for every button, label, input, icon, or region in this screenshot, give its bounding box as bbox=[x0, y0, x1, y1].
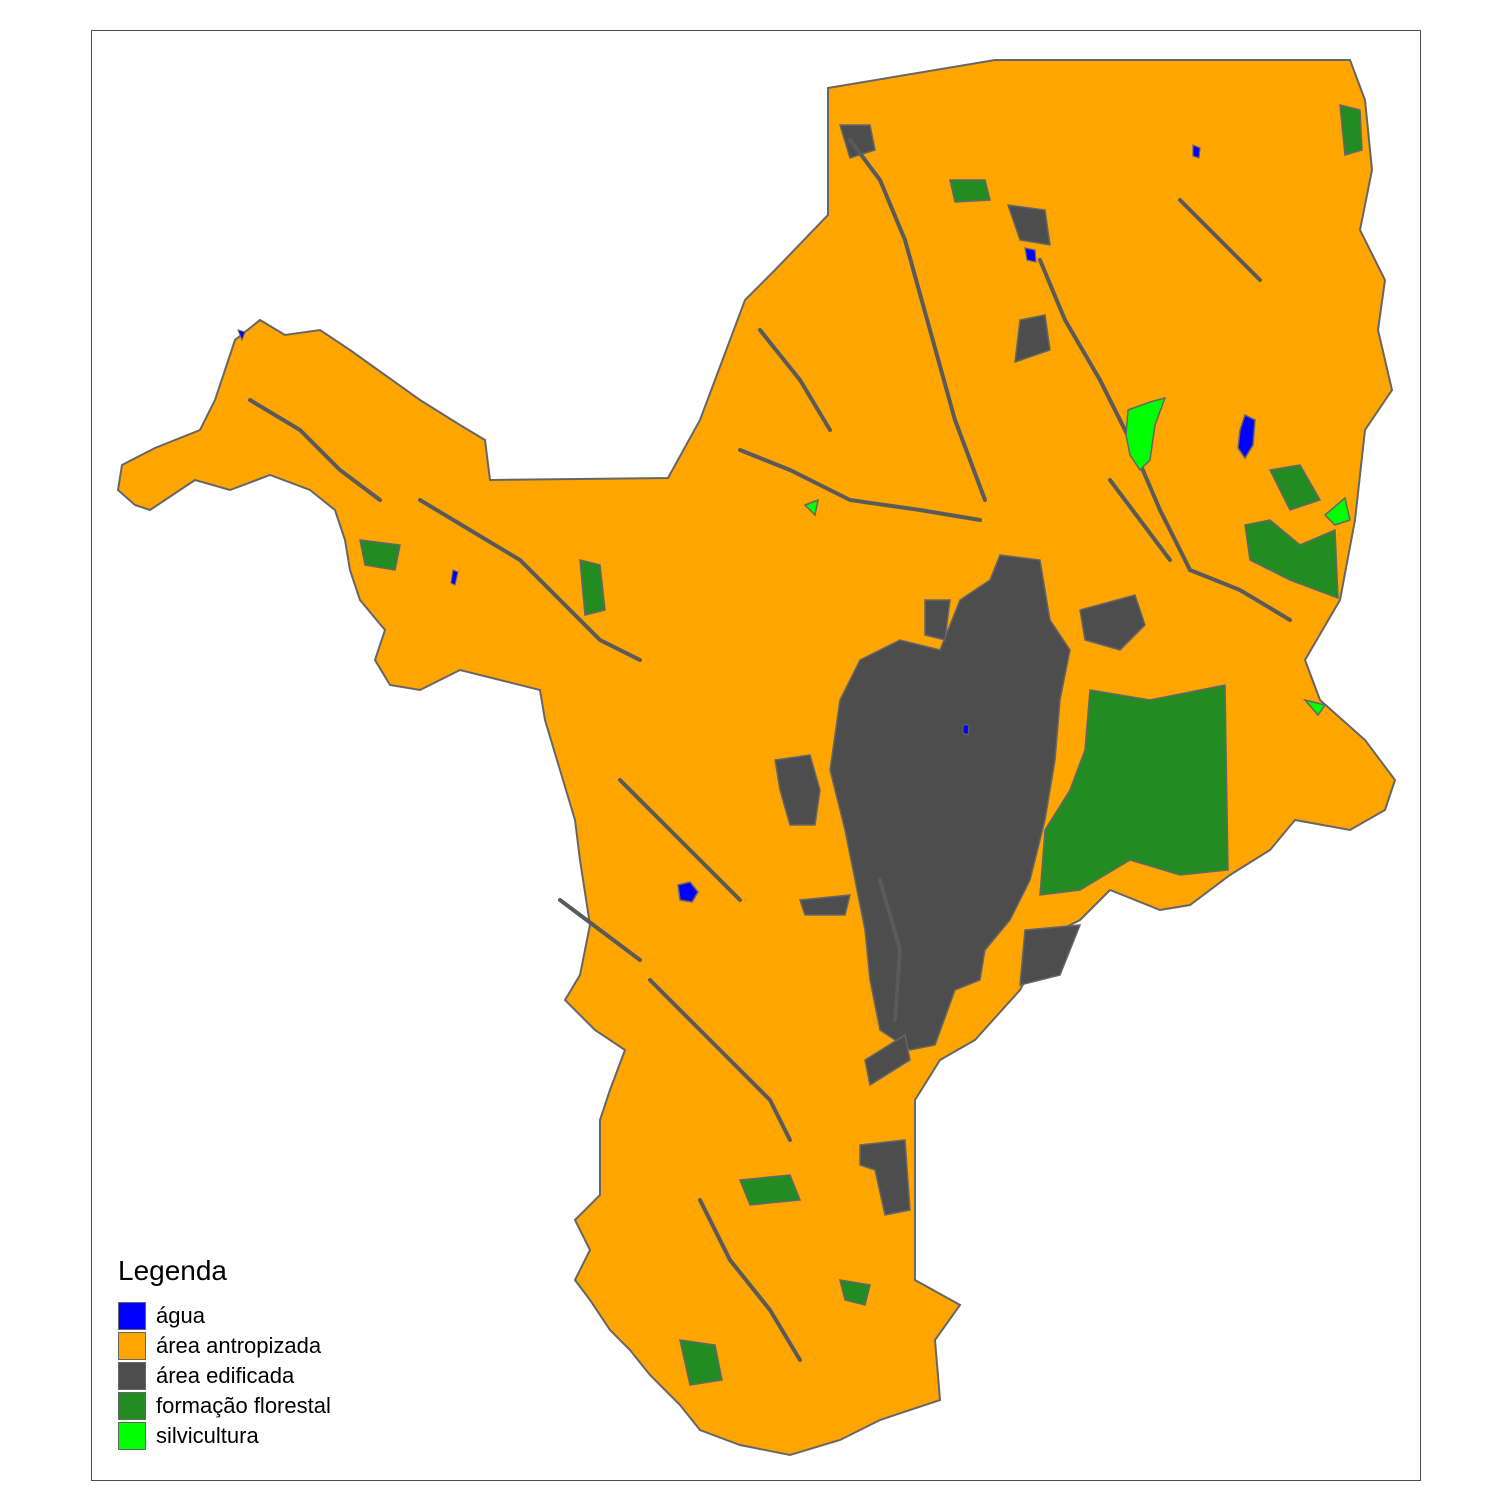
legend-label: formação florestal bbox=[156, 1393, 331, 1418]
legend-swatch bbox=[118, 1392, 146, 1420]
urban-patch bbox=[864, 1033, 911, 1087]
urban-patch bbox=[859, 1139, 911, 1216]
water-body bbox=[1024, 247, 1037, 263]
legend-item-silvicultura: silvicultura bbox=[118, 1421, 331, 1451]
urban-patch bbox=[924, 599, 951, 641]
silviculture-patch bbox=[1323, 496, 1351, 526]
forest-patch bbox=[359, 539, 401, 571]
urban-patch bbox=[1019, 924, 1082, 986]
legend-title: Legenda bbox=[118, 1255, 228, 1286]
linear-features bbox=[248, 138, 1292, 1362]
forest-patch bbox=[1244, 519, 1339, 600]
water-body bbox=[962, 724, 970, 736]
map-frame bbox=[91, 30, 1421, 1481]
water-body bbox=[1192, 144, 1201, 159]
urban-patch bbox=[1014, 314, 1051, 364]
forest-patch bbox=[579, 559, 606, 616]
forest-patch bbox=[949, 179, 991, 203]
legend-item-agua: água bbox=[118, 1301, 331, 1331]
municipality-boundary bbox=[116, 59, 1397, 1457]
water-body bbox=[677, 881, 699, 903]
urban-patch bbox=[1079, 594, 1146, 651]
legend: Legenda água área antropizada área edifi… bbox=[118, 1255, 331, 1451]
urban-patch bbox=[838, 124, 876, 159]
urban-patch bbox=[1006, 204, 1051, 246]
legend-item-florestal: formação florestal bbox=[118, 1391, 331, 1421]
legend-label: área antropizada bbox=[156, 1333, 322, 1358]
forest-patch bbox=[1268, 464, 1322, 511]
urban-patch bbox=[774, 754, 821, 826]
legend-swatch bbox=[118, 1362, 146, 1390]
water-body bbox=[237, 329, 246, 342]
silviculture-patch bbox=[1302, 698, 1327, 717]
water-body bbox=[1237, 413, 1256, 460]
silviculture-patch bbox=[1125, 396, 1167, 472]
forest-patch bbox=[679, 1339, 723, 1386]
legend-label: área edificada bbox=[156, 1363, 295, 1388]
legend-item-edificada: área edificada bbox=[118, 1361, 331, 1391]
forest-patch bbox=[738, 1174, 802, 1206]
legend-swatch bbox=[118, 1302, 146, 1330]
forest-large bbox=[1039, 684, 1229, 896]
legend-item-antropizada: área antropizada bbox=[118, 1331, 331, 1361]
forest-patch bbox=[838, 1279, 871, 1306]
legend-label: água bbox=[156, 1303, 205, 1328]
legend-label: silvicultura bbox=[156, 1423, 259, 1448]
water-body bbox=[450, 569, 459, 586]
legend-swatch bbox=[118, 1422, 146, 1450]
legend-swatch bbox=[118, 1332, 146, 1360]
urban-patch bbox=[798, 894, 851, 916]
urban-core bbox=[829, 554, 1071, 1051]
forest-patch bbox=[1339, 104, 1363, 156]
silviculture-patch bbox=[803, 498, 820, 517]
